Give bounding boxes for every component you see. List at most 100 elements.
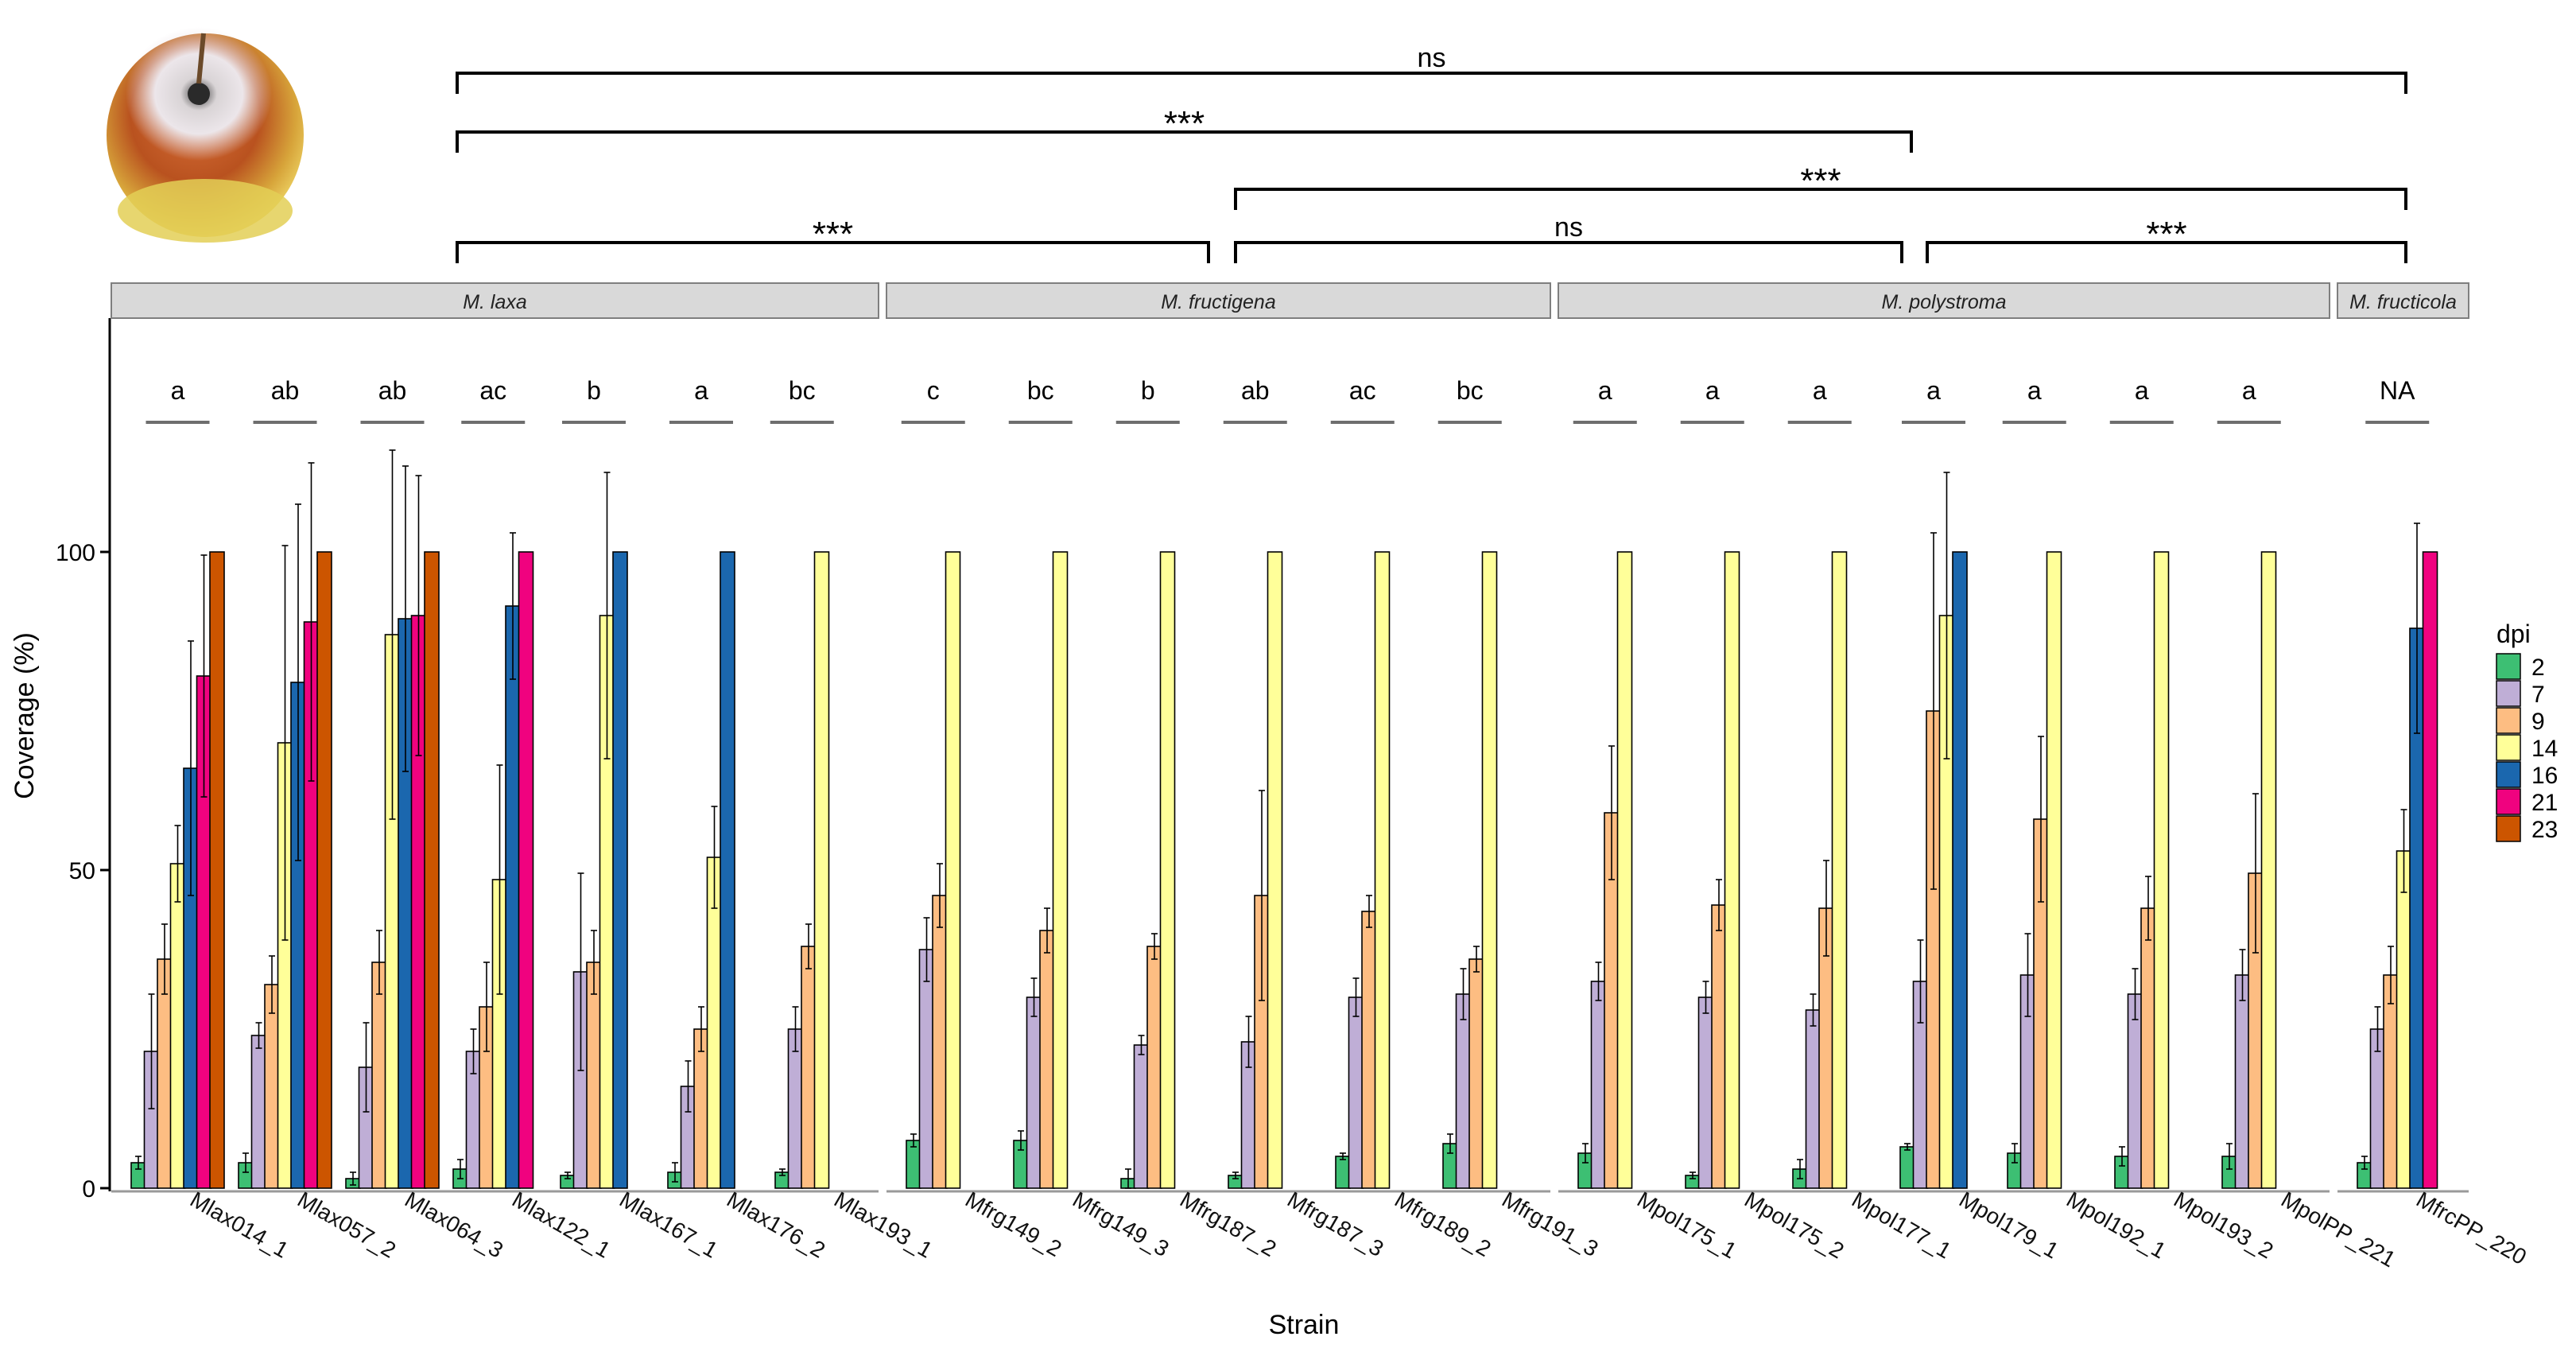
bar (250, 1035, 267, 1189)
group-letter: b (1141, 376, 1155, 405)
significance-label: *** (2146, 215, 2186, 254)
bar (316, 551, 332, 1189)
group-letter: NA (2380, 376, 2415, 405)
group-letter: bc (789, 376, 816, 405)
bar (1952, 551, 1968, 1189)
legend-label: 14 (2531, 736, 2558, 762)
significance-brackets: ns *** *** *** ns *** (456, 43, 2407, 263)
bar (209, 551, 225, 1189)
bar (1711, 904, 1727, 1189)
bar (2140, 907, 2156, 1189)
strain-label: Mfrg191_3 (1498, 1187, 1602, 1261)
group-letters: a ab ab ac b a bc c bc b ab ac bc a a a a a a a NA (145, 376, 2430, 424)
bar (2046, 551, 2062, 1189)
bar (1899, 1146, 1915, 1189)
significance-label: *** (1164, 104, 1205, 143)
bar (787, 1028, 804, 1189)
y-axis-title: Coverage (%) (10, 632, 40, 799)
bar (1039, 930, 1055, 1189)
legend-label: 2 (2531, 655, 2545, 681)
strain-label: Mlax193_1 (830, 1187, 937, 1262)
legend-label: 21 (2531, 790, 2558, 816)
species-strip-label: M. polystroma (1882, 291, 2007, 313)
bar (1052, 551, 1069, 1189)
strain-label: MpolPP_221 (2277, 1187, 2399, 1272)
bar (424, 551, 440, 1189)
bar (945, 551, 961, 1189)
bar (2396, 850, 2412, 1189)
species-strip-label: M. fructigena (1161, 291, 1276, 313)
legend-swatch (2496, 680, 2521, 707)
bar (2260, 551, 2277, 1189)
significance-label: *** (813, 215, 853, 254)
strain-label: Mlax014_1 (186, 1187, 293, 1262)
bar (264, 984, 280, 1189)
significance-bracket (456, 72, 2407, 94)
legend-swatch (2496, 761, 2521, 788)
significance-bracket (1926, 241, 2407, 263)
bar (1468, 958, 1484, 1189)
legend-swatch (2496, 707, 2521, 734)
legend-swatch (2496, 788, 2521, 815)
group-letter: bc (1027, 376, 1054, 405)
strain-label: Mfrg149_3 (1069, 1187, 1173, 1261)
apple-photo (107, 27, 304, 243)
group-letter: a (2135, 376, 2149, 405)
group-letter: ab (271, 376, 300, 405)
strain-labels: Mlax014_1 Mlax057_2 Mlax064_3 Mlax122_1 Mlax… (186, 1187, 2531, 1272)
y-tick-label: 100 (56, 540, 95, 566)
bar (1133, 1044, 1150, 1189)
bar (1481, 551, 1498, 1189)
species-strip-label: M. laxa (463, 291, 527, 313)
bar (1267, 551, 1283, 1189)
significance-bracket (1234, 241, 1903, 263)
significance-label: *** (1800, 161, 1841, 200)
group-letter: b (587, 376, 601, 405)
strain-label: Mfrg189_2 (1391, 1187, 1495, 1261)
group-letter: ac (1349, 376, 1376, 405)
legend-swatch (2496, 653, 2521, 680)
bar (612, 551, 628, 1189)
bar (505, 605, 521, 1189)
legend-label: 7 (2531, 682, 2545, 708)
strain-label: Mlax122_1 (508, 1187, 615, 1262)
group-letter: ab (1241, 376, 1270, 405)
strain-label: Mfrg187_2 (1176, 1187, 1280, 1261)
bar (1348, 997, 1364, 1189)
significance-label: ns (1554, 212, 1583, 243)
strain-label: Mlax167_1 (615, 1187, 722, 1262)
species-strip (1558, 282, 2330, 319)
significance-bracket (456, 130, 1913, 153)
bar (169, 863, 186, 1189)
strain-label: Mpol175_1 (1633, 1187, 1740, 1263)
bar (2153, 551, 2170, 1189)
strain-label: Mlax057_2 (293, 1187, 400, 1262)
y-tick-label: 50 (69, 858, 95, 884)
legend-label: 16 (2531, 763, 2558, 789)
species-strip (886, 282, 1551, 319)
strain-label: Mlax064_3 (401, 1187, 507, 1262)
legend-swatch (2496, 815, 2521, 842)
bar (586, 962, 602, 1189)
group-letter: a (694, 376, 708, 405)
species-strip-label: M. fructicola (2349, 291, 2457, 313)
y-tick-label: 0 (82, 1176, 95, 1202)
group-letter: a (171, 376, 185, 405)
group-letter: ac (479, 376, 506, 405)
group-letter: a (1813, 376, 1827, 405)
bar (1026, 997, 1042, 1189)
strain-label: MfrcPP_220 (2412, 1187, 2531, 1269)
bar (693, 1028, 709, 1189)
bar (1361, 911, 1377, 1189)
group-letter: ab (378, 376, 407, 405)
group-letter: a (1705, 376, 1720, 405)
bar (1724, 551, 1740, 1189)
bar (801, 946, 817, 1189)
bar (2234, 974, 2251, 1189)
strain-label: Mlax176_2 (723, 1187, 829, 1262)
strain-label: Mpol177_1 (1848, 1187, 1955, 1263)
strain-label: Mpol175_2 (1740, 1187, 1848, 1263)
group-letter: a (2242, 376, 2256, 405)
bar (918, 949, 935, 1189)
